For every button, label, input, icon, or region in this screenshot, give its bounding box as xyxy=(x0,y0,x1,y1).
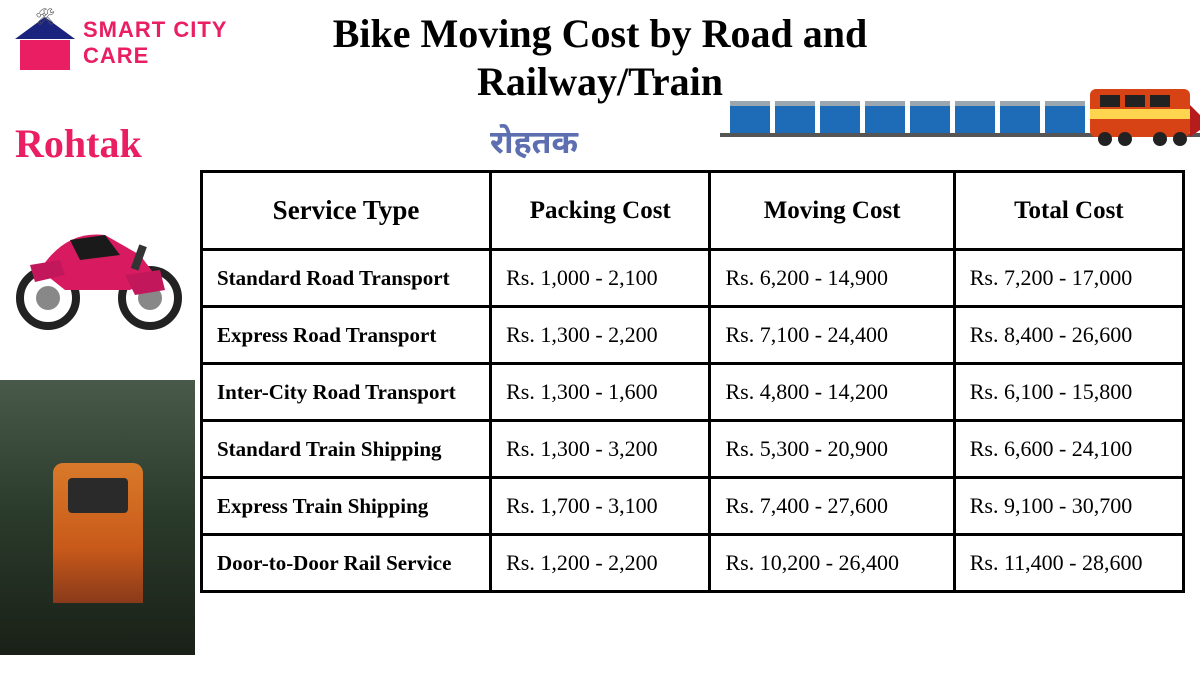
table-row: Inter-City Road Transport Rs. 1,300 - 1,… xyxy=(202,364,1184,421)
cell-total: Rs. 6,100 - 15,800 xyxy=(954,364,1183,421)
city-name-english: Rohtak xyxy=(15,120,142,167)
cell-moving: Rs. 6,200 - 14,900 xyxy=(710,250,954,307)
cell-moving: Rs. 5,300 - 20,900 xyxy=(710,421,954,478)
table-row: Standard Road Transport Rs. 1,000 - 2,10… xyxy=(202,250,1184,307)
cell-packing: Rs. 1,700 - 3,100 xyxy=(491,478,710,535)
cell-service: Express Road Transport xyxy=(202,307,491,364)
cell-service: Inter-City Road Transport xyxy=(202,364,491,421)
table-row: Express Train Shipping Rs. 1,700 - 3,100… xyxy=(202,478,1184,535)
brand-line2: CARE xyxy=(83,43,227,68)
table-row: Standard Train Shipping Rs. 1,300 - 3,20… xyxy=(202,421,1184,478)
col-header-packing: Packing Cost xyxy=(491,172,710,250)
col-header-service: Service Type xyxy=(202,172,491,250)
cell-packing: Rs. 1,300 - 1,600 xyxy=(491,364,710,421)
cell-service: Express Train Shipping xyxy=(202,478,491,535)
brand-logo: 🛠 SMART CITY CARE xyxy=(15,15,227,70)
city-name-hindi: रोहतक xyxy=(490,125,578,167)
brand-line1: SMART CITY xyxy=(83,17,227,42)
cost-table: Service Type Packing Cost Moving Cost To… xyxy=(200,170,1185,593)
table-row: Express Road Transport Rs. 1,300 - 2,200… xyxy=(202,307,1184,364)
cell-total: Rs. 11,400 - 28,600 xyxy=(954,535,1183,592)
cell-moving: Rs. 7,400 - 27,600 xyxy=(710,478,954,535)
train-illustration-icon xyxy=(720,75,1200,165)
table-row: Door-to-Door Rail Service Rs. 1,200 - 2,… xyxy=(202,535,1184,592)
motorbike-icon xyxy=(10,200,185,330)
cell-total: Rs. 6,600 - 24,100 xyxy=(954,421,1183,478)
col-header-moving: Moving Cost xyxy=(710,172,954,250)
cell-packing: Rs. 1,300 - 3,200 xyxy=(491,421,710,478)
cell-total: Rs. 8,400 - 26,600 xyxy=(954,307,1183,364)
cell-packing: Rs. 1,000 - 2,100 xyxy=(491,250,710,307)
train-photo xyxy=(0,380,195,655)
cell-service: Door-to-Door Rail Service xyxy=(202,535,491,592)
col-header-total: Total Cost xyxy=(954,172,1183,250)
cell-service: Standard Train Shipping xyxy=(202,421,491,478)
cell-packing: Rs. 1,300 - 2,200 xyxy=(491,307,710,364)
cell-total: Rs. 9,100 - 30,700 xyxy=(954,478,1183,535)
house-tools-icon: 🛠 xyxy=(15,15,75,70)
cell-moving: Rs. 4,800 - 14,200 xyxy=(710,364,954,421)
brand-text: SMART CITY CARE xyxy=(83,17,227,68)
cell-moving: Rs. 7,100 - 24,400 xyxy=(710,307,954,364)
cell-total: Rs. 7,200 - 17,000 xyxy=(954,250,1183,307)
table-header-row: Service Type Packing Cost Moving Cost To… xyxy=(202,172,1184,250)
cell-packing: Rs. 1,200 - 2,200 xyxy=(491,535,710,592)
cell-moving: Rs. 10,200 - 26,400 xyxy=(710,535,954,592)
cell-service: Standard Road Transport xyxy=(202,250,491,307)
